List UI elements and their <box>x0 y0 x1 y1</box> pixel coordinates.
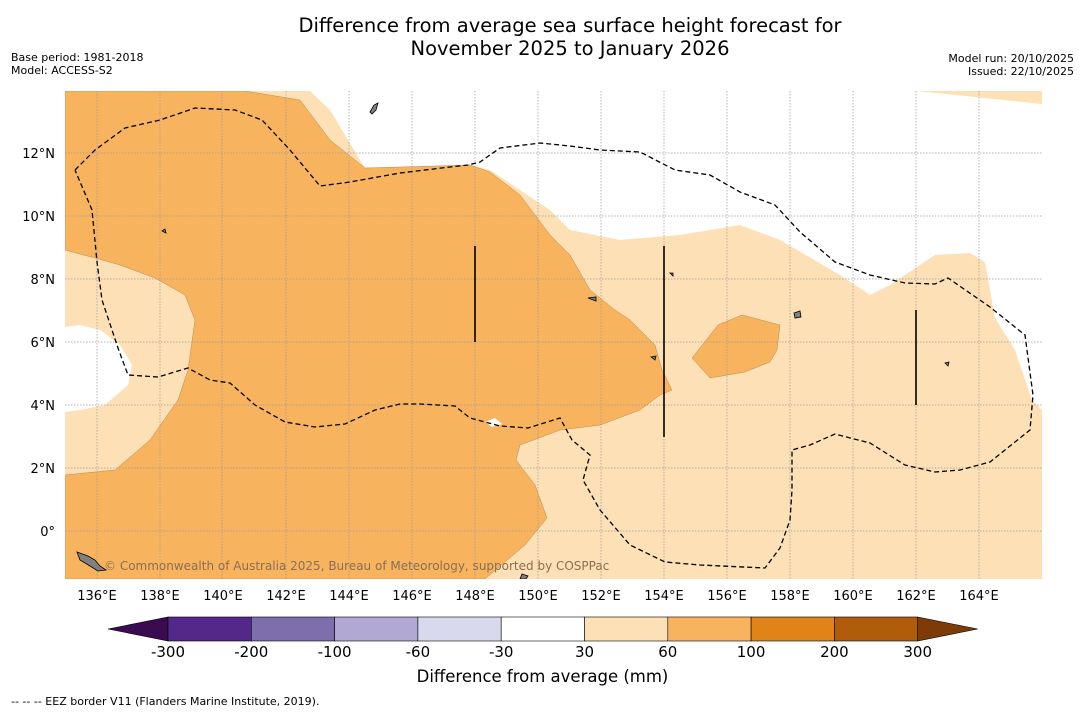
lat-label: 6°N <box>31 336 56 351</box>
lon-label: 156°E <box>707 589 747 604</box>
colorbar-tick-label: 30 <box>574 643 595 661</box>
base-period-text: Base period: 1981-2018 <box>11 51 144 64</box>
white-region-top <box>310 91 1042 410</box>
colorbar <box>107 616 978 642</box>
lon-label: 136°E <box>77 589 117 604</box>
lat-label: 4°N <box>31 399 56 414</box>
lon-label: 144°E <box>329 589 369 604</box>
lat-label: 2°N <box>31 462 56 477</box>
island-pohnpei-small <box>944 361 950 367</box>
islands <box>76 102 950 579</box>
lon-label: 142°E <box>266 589 306 604</box>
colorbar-segment <box>251 616 335 642</box>
eez-border-main <box>74 107 1034 569</box>
colorbar-tick-label: -200 <box>234 643 269 661</box>
colorbar-segment <box>584 616 669 642</box>
colorbar-segment <box>667 616 752 642</box>
chart-title: Difference from average sea surface heig… <box>0 14 1085 60</box>
colorbar-segment <box>500 616 585 642</box>
lon-label: 152°E <box>581 589 621 604</box>
footnote: -- -- -- EEZ border V11 (Flanders Marine… <box>11 695 320 708</box>
boundary-lines <box>474 246 917 437</box>
copyright-watermark: © Commonwealth of Australia 2025, Bureau… <box>104 559 609 573</box>
model-text: Model: ACCESS-S2 <box>11 64 113 77</box>
lat-gridlines <box>65 152 1042 532</box>
lon-label: 160°E <box>833 589 873 604</box>
title-line-1: Difference from average sea surface heig… <box>298 14 842 37</box>
colorbar-segment <box>750 616 835 642</box>
map-area: © Commonwealth of Australia 2025, Bureau… <box>65 91 1042 579</box>
lon-label: 148°E <box>455 589 495 604</box>
colorbar-tick-label: -100 <box>317 643 352 661</box>
colorbar-segment <box>417 616 502 642</box>
lon-label: 164°E <box>959 589 999 604</box>
lon-label: 154°E <box>644 589 684 604</box>
lon-label: 140°E <box>203 589 243 604</box>
orange-region-east <box>691 314 781 379</box>
island-dot-3 <box>669 272 674 277</box>
island-manus <box>519 573 529 579</box>
island-dot-4 <box>650 355 657 361</box>
colorbar-extend-low <box>107 616 169 642</box>
island-guam <box>369 102 379 115</box>
island-new-guinea-nw <box>76 551 108 572</box>
meta-left: Base period: 1981-2018 Model: ACCESS-S2 <box>11 51 143 77</box>
lat-label: 12°N <box>22 147 55 162</box>
island-dot-2 <box>587 296 597 302</box>
meta-right: Model run: 20/10/2025 Issued: 22/10/2025 <box>948 52 1074 78</box>
model-run-text: Model run: 20/10/2025 <box>948 52 1074 65</box>
island-chuuk <box>793 310 802 319</box>
colorbar-tick-label: -60 <box>405 643 431 661</box>
lon-label: 162°E <box>896 589 936 604</box>
lon-label: 158°E <box>770 589 810 604</box>
colorbar-segment <box>167 616 252 642</box>
issued-text: Issued: 22/10/2025 <box>967 65 1074 78</box>
lon-labels: 136°E 138°E 140°E 142°E 144°E 146°E 148°E 150°E… <box>77 589 999 604</box>
colorbar-segment <box>834 616 919 642</box>
colorbar-tick-label: 200 <box>820 643 849 661</box>
colorbar-tick-label: 300 <box>903 643 932 661</box>
colorbar-tick-label: -30 <box>488 643 514 661</box>
white-region-west <box>65 325 132 412</box>
lat-labels: 12°N 10°N 8°N 6°N 4°N 2°N 0° <box>22 147 55 540</box>
lat-label: 0° <box>40 525 55 540</box>
island-dot-1 <box>161 228 167 234</box>
colorbar-tick-label: 100 <box>736 643 766 661</box>
lon-label: 138°E <box>140 589 180 604</box>
colorbar-label: Difference from average (mm) <box>416 667 669 686</box>
lat-label: 10°N <box>22 210 55 225</box>
lon-label: 150°E <box>518 589 558 604</box>
colorbar-tick-label: -300 <box>150 643 186 661</box>
colorbar-extend-high <box>917 616 978 642</box>
lat-label: 8°N <box>31 273 56 288</box>
title-line-2: November 2025 to January 2026 <box>410 37 730 60</box>
colorbar-segment <box>334 616 419 642</box>
orange-region-west <box>65 91 673 579</box>
colorbar-tick-label: 60 <box>658 643 678 661</box>
lon-label: 146°E <box>392 589 432 604</box>
